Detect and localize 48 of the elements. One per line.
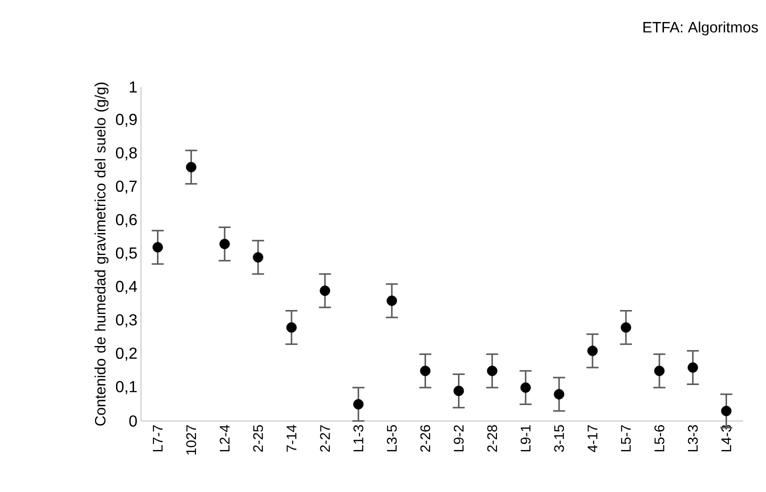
y-tick-label: 0,5	[116, 247, 137, 261]
point	[252, 252, 264, 263]
x-tick-label: 2-28	[487, 425, 498, 452]
y-tick-label: 0,8	[116, 147, 137, 160]
point	[654, 366, 665, 376]
point	[454, 386, 464, 396]
y-tick-label: 0,6	[116, 214, 137, 228]
y-tick-label: 0,7	[116, 180, 137, 194]
point	[186, 162, 196, 172]
point	[554, 389, 564, 400]
x-tick-label: L9-1	[520, 425, 531, 452]
x-tick-label: 2-25	[253, 425, 264, 452]
y-tick-label: 0	[129, 415, 137, 427]
y-axis-title: Contenido de humedad gravimetrico del suelo (g/g)	[94, 82, 108, 426]
x-tick-label: L7-7	[152, 425, 163, 452]
x-tick-label: L3-3	[688, 425, 698, 452]
point	[219, 238, 230, 250]
x-tick-label: 2-26	[420, 425, 430, 452]
x-tick-label: L9-2	[454, 425, 464, 452]
point	[721, 406, 732, 416]
x-tick-label: L2-4	[220, 424, 230, 452]
x-tick-label: 7-14	[286, 424, 296, 452]
y-tick-label: 0,3	[116, 314, 137, 328]
point	[486, 366, 498, 376]
y-tick-label: 0,2	[116, 348, 137, 361]
y-tick-label: 0,1	[116, 381, 137, 394]
x-tick-label: 1027	[186, 425, 196, 454]
point	[353, 399, 364, 410]
point	[587, 346, 598, 356]
x-tick-label: L3-5	[386, 425, 397, 452]
point	[620, 322, 632, 333]
y-tick-label: 1	[130, 82, 137, 92]
x-tick-label: 3-15	[554, 425, 564, 452]
x-tick-label: L5-7	[621, 425, 631, 452]
point	[520, 382, 531, 393]
point	[152, 242, 163, 253]
point	[320, 286, 330, 296]
chart-title: ETFA: Algoritmos	[643, 22, 758, 36]
y-tick-label: 0,9	[116, 114, 137, 127]
point	[420, 366, 430, 376]
x-tick-label: L1-3	[353, 425, 364, 452]
y-tick-label: 0,4	[116, 280, 138, 294]
point	[688, 362, 698, 373]
x-tick-label: L5-6	[654, 425, 664, 452]
x-tick-label: 2-27	[320, 425, 330, 452]
x-tick-label: 4-17	[588, 425, 598, 452]
point	[286, 322, 297, 333]
point	[386, 296, 398, 306]
